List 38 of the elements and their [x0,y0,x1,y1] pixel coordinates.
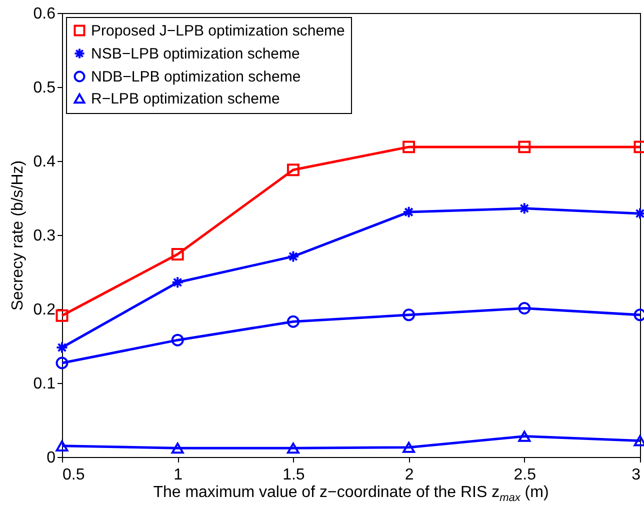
y-tick-label: 0 [46,450,56,466]
y-tick-label: 0.6 [33,6,56,22]
legend-label: R−LPB optimization scheme [91,90,280,108]
y-axis-title: Secrecy rate (b/s/Hz) [9,160,26,311]
y-tick-label: 0.5 [33,80,56,96]
point [56,309,68,322]
point [518,430,531,442]
legend-label: NDB−LPB optimization scheme [91,68,301,86]
x-axis-title: The maximum value of z−coordinate of the RIS z$_{max}$ (m) [152,484,550,504]
point [286,442,300,454]
point [286,164,300,176]
x-tick-label: 2 [404,466,414,484]
x-tick-label: 0.5 [62,466,85,484]
point [402,140,416,154]
point [56,440,68,452]
point [171,442,184,454]
point [171,248,184,260]
point [286,250,300,263]
point [518,202,531,215]
x-tick-label: 1 [174,466,183,484]
point [56,356,68,370]
y-tick-label: 0.2 [33,302,56,318]
x-tick-label: 3 [632,466,641,484]
point [518,302,531,314]
x-tick-label: 2.5 [514,466,536,484]
y-tick-label: 0.3 [33,228,56,244]
point [402,308,416,322]
x-tick-label: 1.5 [282,466,305,484]
point [171,334,184,346]
legend-label: NSB−LPB optimization scheme [91,46,300,62]
point [56,341,68,354]
y-tick-label: 0.1 [33,376,56,392]
legend-label: Proposed J−LPB optimization scheme [91,22,345,40]
point [518,140,531,154]
y-tick-label: 0.4 [33,154,56,170]
point [402,442,416,453]
point [171,276,184,289]
point [286,315,300,328]
